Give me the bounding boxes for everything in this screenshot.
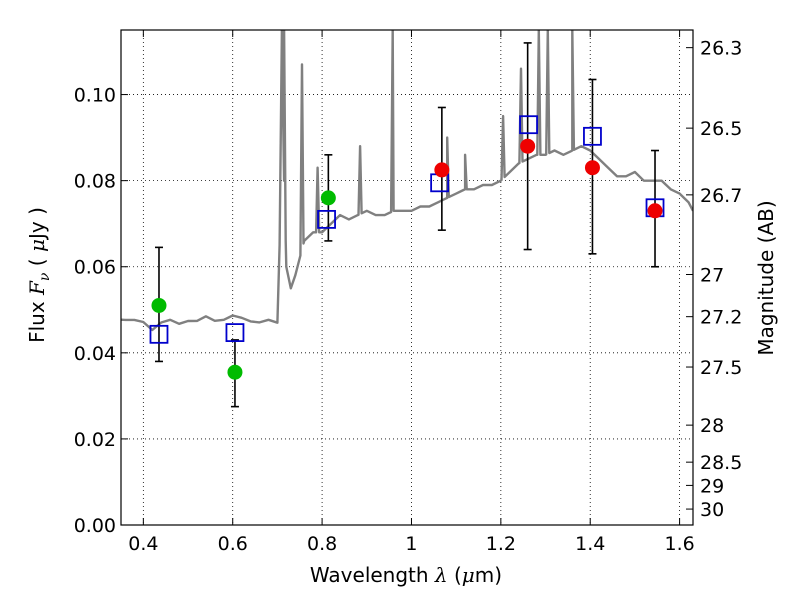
y2-tick-label: 26.7 bbox=[700, 185, 742, 207]
observed-point-green bbox=[151, 297, 167, 313]
y2-tick-label: 30 bbox=[700, 499, 724, 521]
observed-point-green bbox=[320, 190, 336, 206]
x-tick-label: 1 bbox=[405, 533, 417, 555]
axis-ticks: 0.4 0.6 0.8 1 1.2 1.4 1.6 0.00 0.02 0.04 0.06 0.08 0… bbox=[74, 30, 742, 555]
model-square bbox=[519, 115, 538, 135]
y-tick-label: 0.06 bbox=[74, 257, 116, 279]
y2-tick-label: 27.2 bbox=[700, 307, 742, 329]
x-tick-label: 0.8 bbox=[307, 533, 337, 555]
spectrum-line bbox=[121, 30, 693, 332]
x-tick-label: 1.2 bbox=[486, 533, 516, 555]
observed-point-red bbox=[520, 138, 536, 154]
x-tick-label: 1.6 bbox=[664, 533, 694, 555]
grid-lines bbox=[121, 30, 693, 526]
y2-tick-label: 27.5 bbox=[700, 357, 742, 379]
y-tick-label: 0.00 bbox=[74, 515, 116, 537]
photometry-points bbox=[149, 42, 665, 408]
y-tick-label: 0.10 bbox=[74, 85, 116, 107]
model-square bbox=[583, 126, 602, 146]
x-tick-label: 0.4 bbox=[128, 533, 158, 555]
y-tick-label: 0.02 bbox=[74, 429, 116, 451]
observed-point-red bbox=[647, 203, 663, 219]
observed-point-red bbox=[434, 162, 450, 178]
y2-tick-label: 29 bbox=[700, 475, 724, 497]
plot-frame bbox=[120, 29, 694, 526]
y-axis-title: Flux Fν ( μJy ) bbox=[25, 207, 53, 343]
model-spectrum bbox=[121, 30, 693, 332]
y2-tick-label: 27 bbox=[700, 264, 724, 286]
model-square bbox=[225, 323, 245, 342]
y-tick-label: 0.08 bbox=[74, 171, 116, 193]
y2-tick-label: 28 bbox=[700, 415, 724, 437]
model-square bbox=[317, 209, 336, 229]
observed-point-red bbox=[584, 160, 600, 176]
x-tick-label: 1.4 bbox=[575, 533, 605, 555]
observed-point-green bbox=[227, 364, 243, 380]
x-tick-label: 0.6 bbox=[218, 533, 248, 555]
y-tick-label: 0.04 bbox=[74, 343, 116, 365]
model-square bbox=[149, 324, 169, 344]
y2-axis-title: Magnitude (AB) bbox=[754, 200, 778, 355]
y2-tick-label: 26.5 bbox=[700, 118, 742, 140]
y2-tick-label: 28.5 bbox=[700, 452, 742, 474]
x-axis-title: Wavelength λ (μm) bbox=[310, 563, 502, 587]
y2-tick-label: 26.3 bbox=[700, 38, 742, 60]
